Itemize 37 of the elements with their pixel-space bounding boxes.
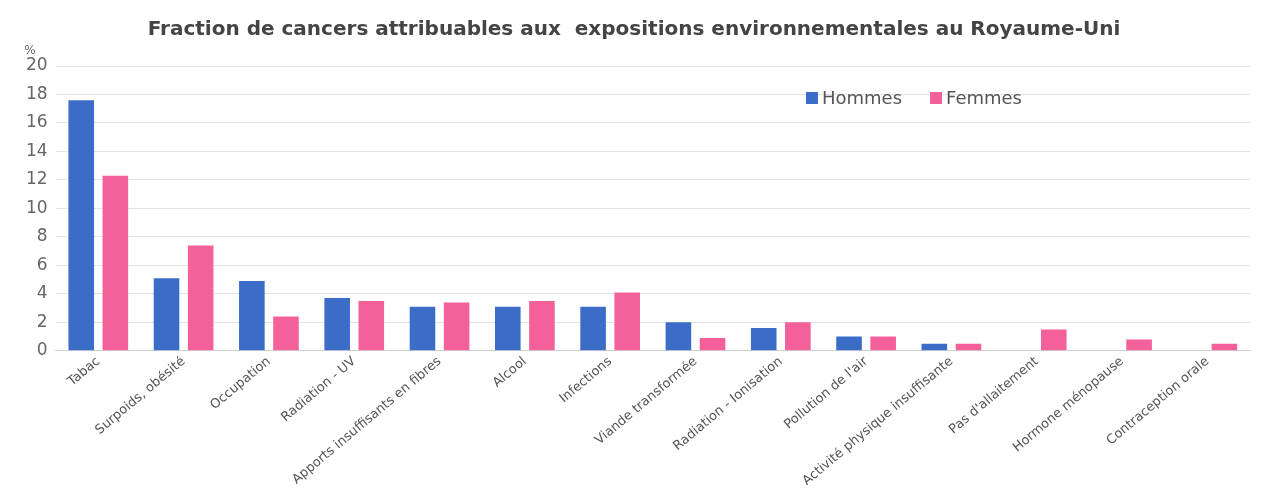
y-tick-label: 14 <box>25 139 48 160</box>
y-tick-label: 18 <box>25 82 48 103</box>
y-tick-label: 8 <box>36 225 48 246</box>
y-tick-label: 12 <box>25 168 48 189</box>
bar <box>870 336 896 351</box>
y-tick-label: 6 <box>36 253 48 274</box>
y-tick-label: 16 <box>25 111 48 132</box>
bar <box>239 281 265 351</box>
bar <box>153 278 180 351</box>
bar <box>273 316 299 351</box>
y-tick-label: 10 <box>25 196 48 217</box>
bar <box>68 100 95 351</box>
bar <box>1126 339 1152 351</box>
bar <box>102 175 129 351</box>
bar <box>529 300 555 351</box>
legend-label: Hommes <box>821 86 903 108</box>
bar <box>324 298 350 351</box>
legend-label: Femmes <box>946 86 1022 108</box>
y-axis-title: % <box>24 43 36 57</box>
bar <box>750 328 777 351</box>
y-tick-label: 2 <box>36 310 48 331</box>
bar <box>665 322 692 351</box>
bar <box>785 322 811 351</box>
bar <box>699 337 726 351</box>
bar <box>836 336 862 351</box>
bar <box>1040 329 1067 351</box>
bar <box>443 302 470 351</box>
bar <box>187 245 214 351</box>
y-tick-label: 20 <box>25 54 48 75</box>
y-tick-label: 0 <box>36 339 48 360</box>
bar <box>614 292 641 351</box>
bar <box>358 300 385 351</box>
bar <box>580 306 606 351</box>
chart-title: Fraction de cancers attribuables aux expositions environnementales au Royaume-Uni <box>147 16 1121 41</box>
bar <box>409 306 436 351</box>
y-tick-label: 4 <box>36 282 48 303</box>
bar <box>494 306 521 351</box>
